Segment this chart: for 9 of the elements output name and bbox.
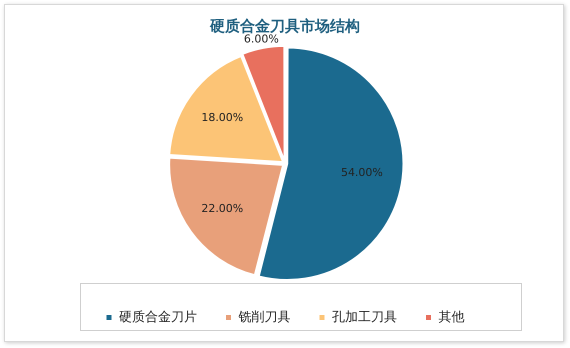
data-label: 22.00% (201, 202, 244, 215)
chart-title: 硬质合金刀具市场结构 (209, 16, 360, 35)
data-label: 18.00% (201, 110, 244, 124)
data-label: 54.00% (340, 166, 383, 180)
data-label: 6.00% (244, 32, 279, 46)
legend-label: 硬质合金刀片 (119, 310, 197, 325)
legend-label: 铣削刀具 (238, 310, 290, 325)
legend-label: 其他 (438, 310, 464, 325)
legend-label: 孔加工刀具 (332, 310, 397, 325)
